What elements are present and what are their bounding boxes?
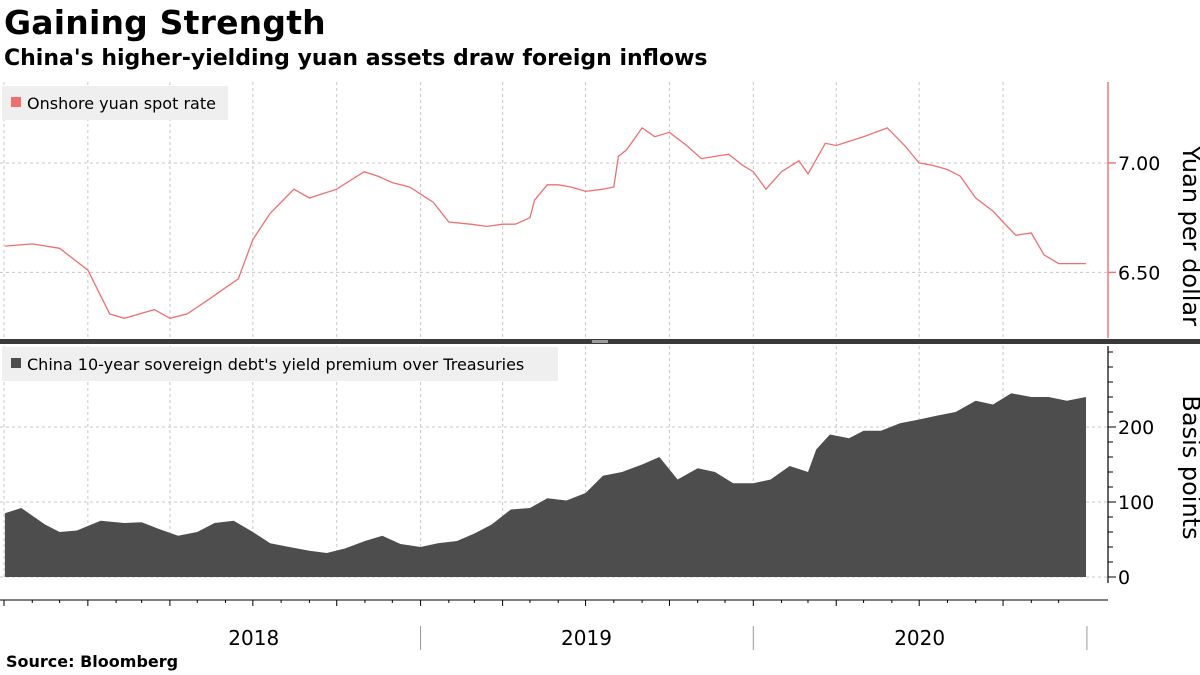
premium-series-area xyxy=(4,393,1086,577)
yuan-panel: 6.50 7.00 Yuan per dollar Onshore yuan sp… xyxy=(0,82,1200,338)
yuan-tick-label: 6.50 xyxy=(1118,262,1160,284)
yuan-axis-title: Yuan per dollar xyxy=(1177,145,1200,326)
premium-tick-label: 100 xyxy=(1118,492,1154,514)
time-axis: 2018 2019 2020 xyxy=(0,599,1108,650)
yuan-legend-label: Onshore yuan spot rate xyxy=(27,94,216,113)
premium-legend-swatch xyxy=(11,358,21,368)
premium-legend-label: China 10-year sovereign debt's yield pre… xyxy=(27,355,524,374)
yuan-axis-ticks: 6.50 7.00 xyxy=(1108,153,1160,284)
premium-legend: China 10-year sovereign debt's yield pre… xyxy=(2,347,558,381)
yuan-legend: Onshore yuan spot rate xyxy=(2,86,228,120)
year-label: 2019 xyxy=(561,626,612,650)
yuan-legend-background xyxy=(2,86,228,120)
source-note: Source: Bloomberg xyxy=(6,652,179,671)
yuan-tick-label: 7.00 xyxy=(1118,153,1160,175)
premium-axis-ticks: 0 100 200 xyxy=(1108,351,1154,589)
premium-tick-label: 0 xyxy=(1118,567,1130,589)
premium-tick-label: 200 xyxy=(1118,417,1154,439)
yuan-series-line xyxy=(4,126,1086,319)
chart-subtitle: China's higher-yielding yuan assets draw… xyxy=(4,46,708,71)
yuan-gridlines xyxy=(0,82,1108,338)
premium-axis-title: Basis points xyxy=(1177,395,1200,539)
chart-title: Gaining Strength xyxy=(4,3,326,42)
premium-legend-background xyxy=(2,347,558,381)
panel-divider-handle xyxy=(592,340,608,343)
year-label: 2020 xyxy=(894,626,945,650)
panel-divider xyxy=(0,339,1200,344)
year-label: 2018 xyxy=(228,626,279,650)
premium-panel: 0 100 200 Basis points China 10-year sover… xyxy=(0,346,1200,589)
yuan-legend-swatch xyxy=(11,97,21,107)
